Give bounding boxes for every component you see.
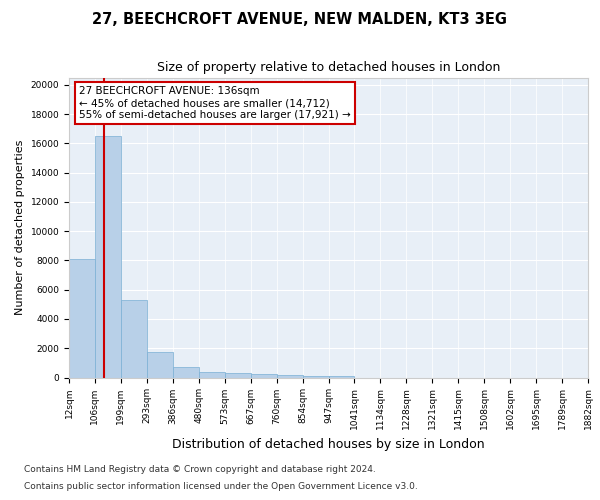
Text: Contains public sector information licensed under the Open Government Licence v3: Contains public sector information licen… [24, 482, 418, 491]
Bar [69, 259, 95, 378]
Bar [199, 372, 224, 378]
Text: 27, BEECHCROFT AVENUE, NEW MALDEN, KT3 3EG: 27, BEECHCROFT AVENUE, NEW MALDEN, KT3 3… [92, 12, 508, 28]
Bar [95, 136, 121, 378]
Title: Size of property relative to detached houses in London: Size of property relative to detached ho… [157, 60, 500, 74]
Bar [329, 376, 355, 378]
Bar [277, 375, 302, 378]
Bar [121, 300, 147, 378]
Y-axis label: Number of detached properties: Number of detached properties [15, 140, 25, 315]
Bar [251, 374, 277, 378]
Text: 27 BEECHCROFT AVENUE: 136sqm
← 45% of detached houses are smaller (14,712)
55% o: 27 BEECHCROFT AVENUE: 136sqm ← 45% of de… [79, 86, 351, 120]
Bar [225, 374, 251, 378]
X-axis label: Distribution of detached houses by size in London: Distribution of detached houses by size … [172, 438, 485, 450]
Bar [302, 376, 329, 378]
Text: Contains HM Land Registry data © Crown copyright and database right 2024.: Contains HM Land Registry data © Crown c… [24, 466, 376, 474]
Bar [147, 352, 173, 378]
Bar [173, 368, 199, 378]
